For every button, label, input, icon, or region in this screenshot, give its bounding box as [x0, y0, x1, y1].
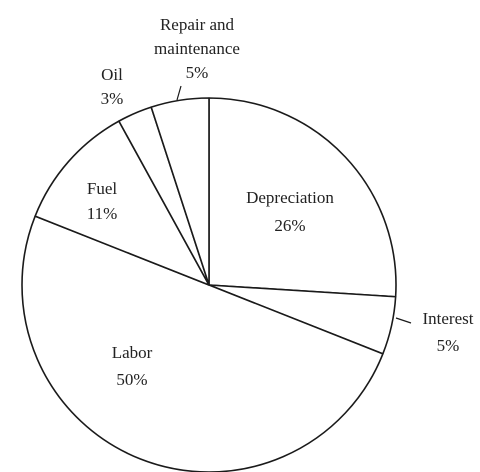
slice-value-label-depreciation: 26%	[274, 216, 305, 235]
leader-line-repair-and-maintenance	[176, 85, 182, 101]
slice-value-label-oil: 3%	[101, 89, 124, 108]
slice-value-label-labor: 50%	[116, 370, 147, 389]
slice-name-label-repair-and-maintenance-line-2: maintenance	[154, 39, 240, 58]
slice-value-label-repair-and-maintenance: 5%	[186, 63, 209, 82]
pie-slice-fuel	[34, 120, 210, 286]
slice-name-label-fuel: Fuel	[87, 179, 118, 198]
pie-slice-repair-and-maintenance	[150, 97, 210, 286]
pie-slice-labor	[21, 215, 384, 472]
slice-value-label-interest: 5%	[437, 336, 460, 355]
slice-name-label-depreciation: Depreciation	[246, 188, 334, 207]
slice-name-label-labor: Labor	[112, 343, 153, 362]
leader-line-interest	[395, 317, 412, 324]
slice-name-label-oil: Oil	[101, 65, 123, 84]
slice-name-label-interest: Interest	[423, 309, 474, 328]
pie-slice-depreciation	[208, 97, 397, 298]
slice-value-label-fuel: 11%	[87, 204, 118, 223]
slice-name-label-repair-and-maintenance-line-1: Repair and	[160, 15, 235, 34]
